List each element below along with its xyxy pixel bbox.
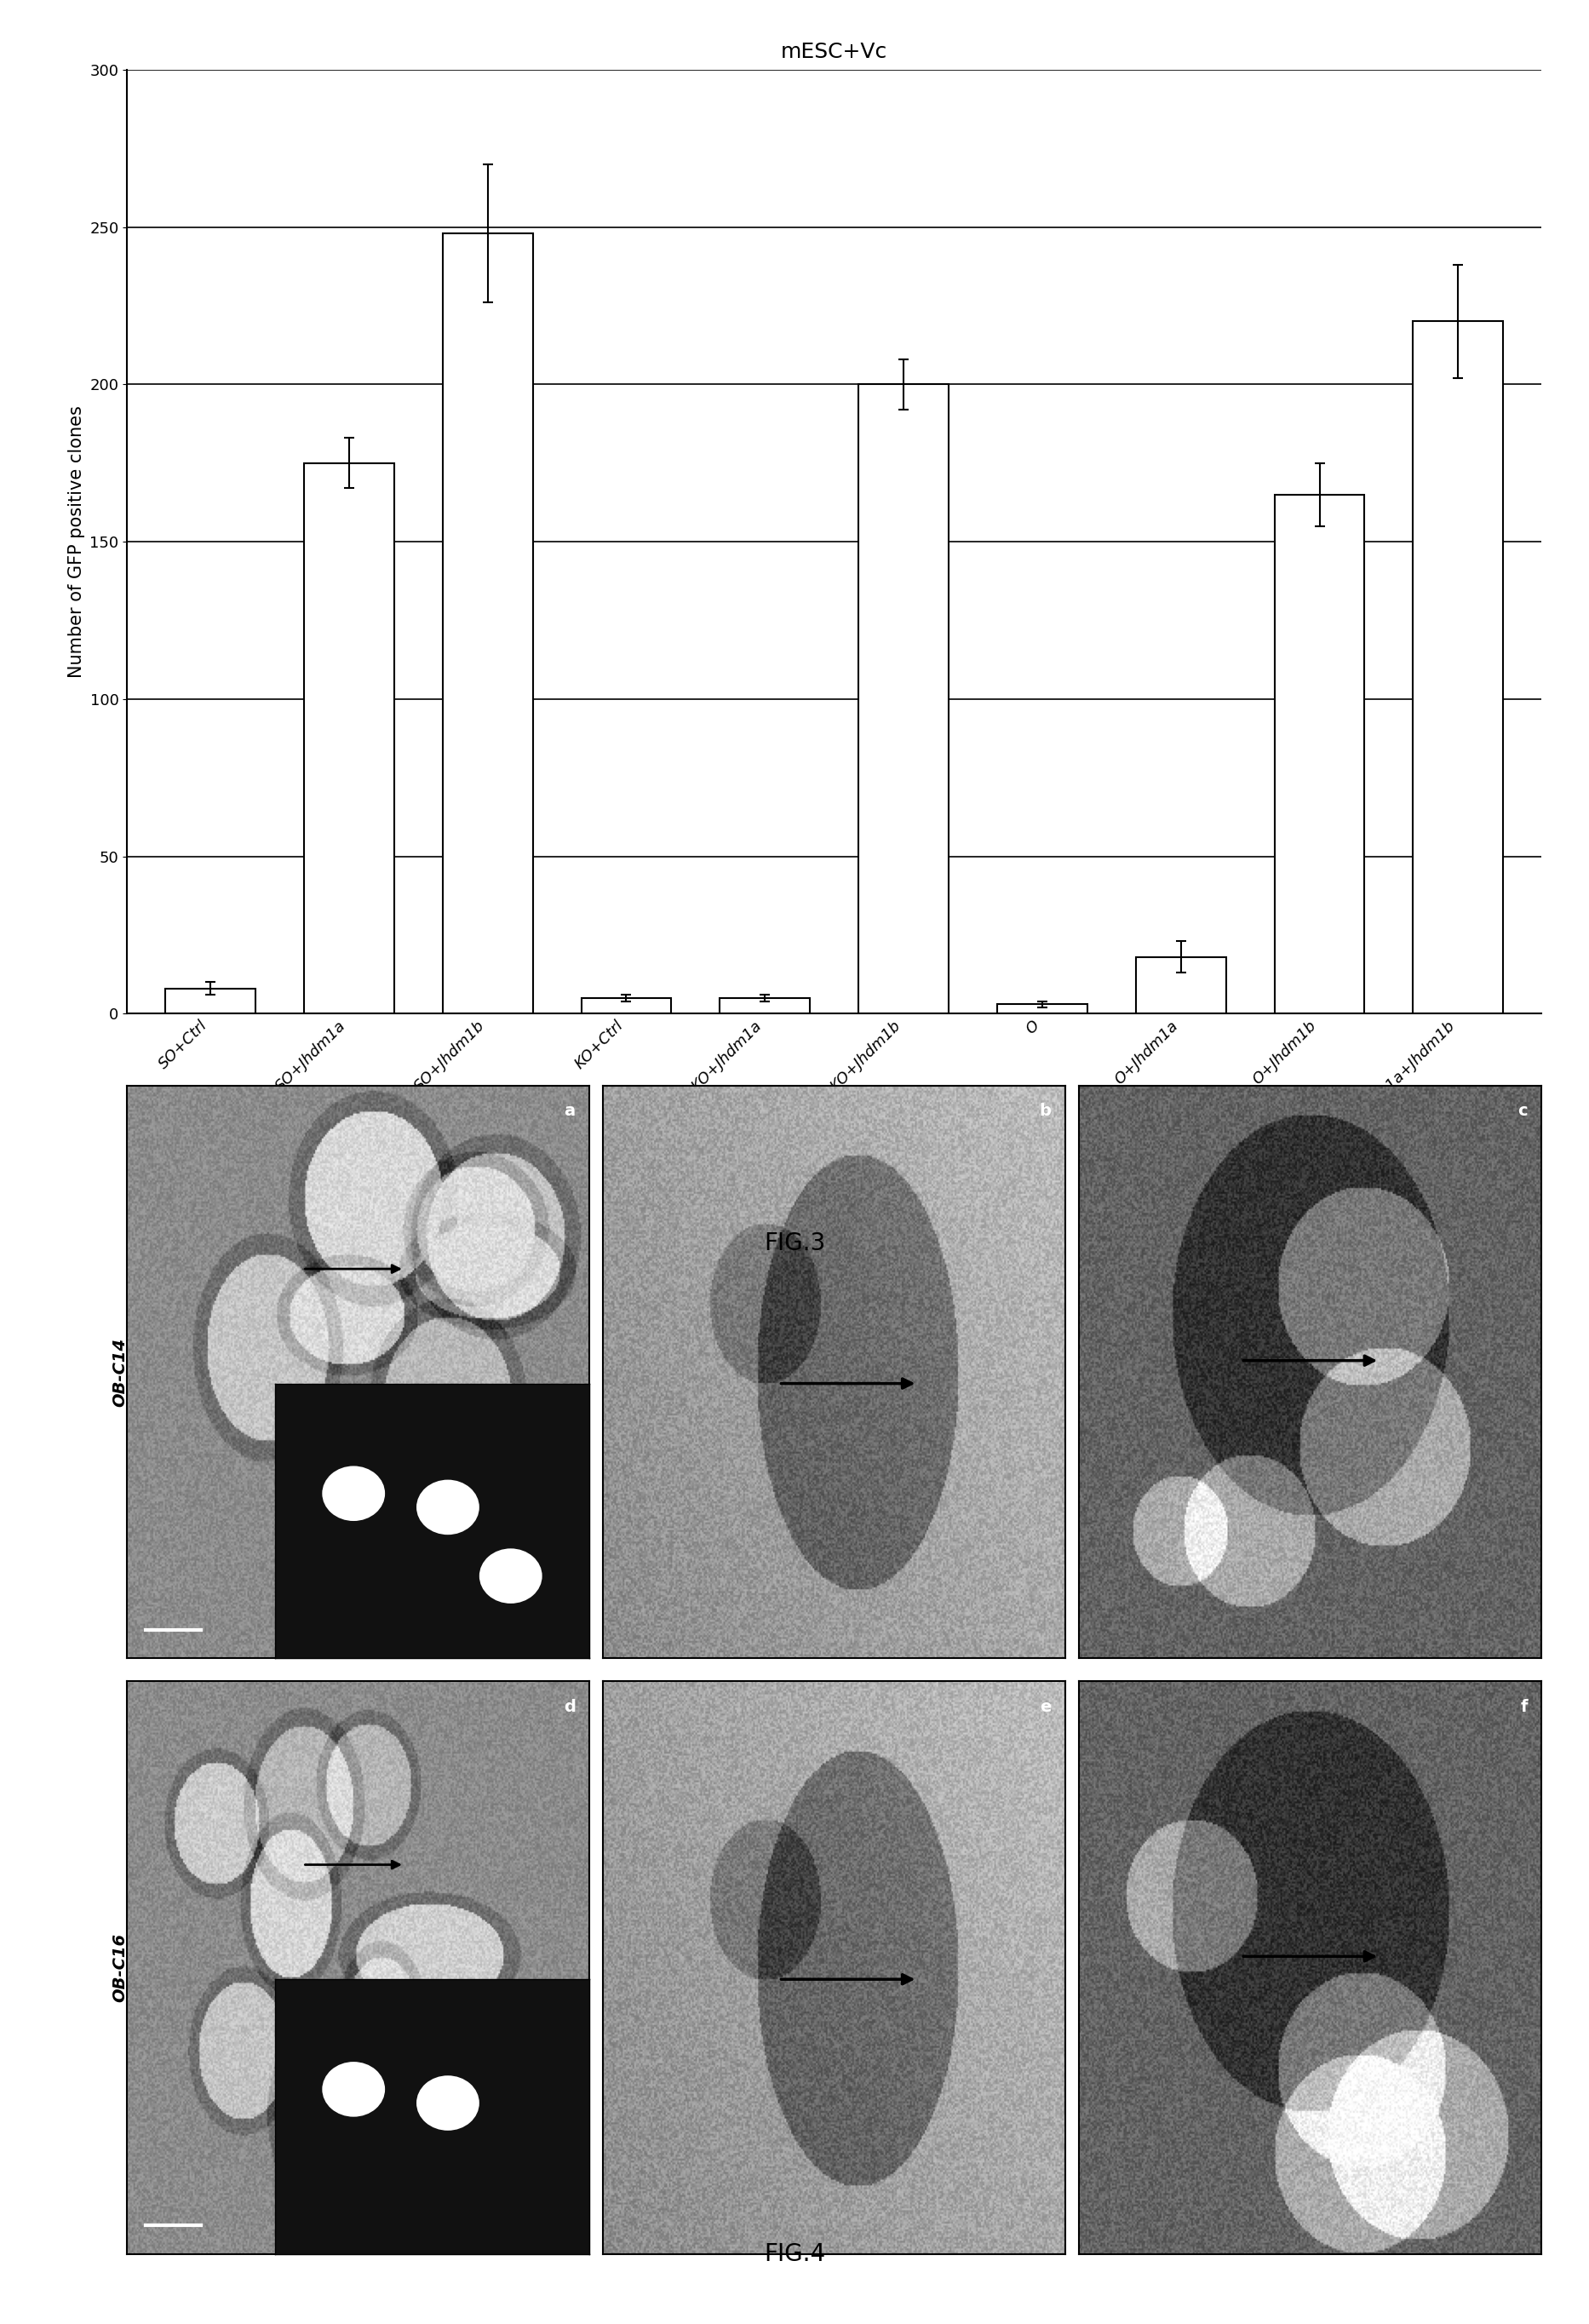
- Bar: [303, 462, 394, 1013]
- Text: b: b: [1039, 1104, 1052, 1118]
- Text: FIG.4: FIG.4: [764, 2243, 825, 2266]
- Text: e: e: [1041, 1699, 1052, 1715]
- Bar: [720, 997, 810, 1013]
- Title: mESC+Vc: mESC+Vc: [780, 42, 888, 63]
- Text: c: c: [1517, 1104, 1527, 1118]
- Text: FIG.3: FIG.3: [764, 1232, 825, 1255]
- Bar: [1274, 495, 1365, 1013]
- Y-axis label: OB-C16: OB-C16: [111, 1934, 129, 2003]
- Bar: [443, 232, 532, 1013]
- Bar: [1413, 321, 1503, 1013]
- Bar: [582, 997, 671, 1013]
- Text: d: d: [564, 1699, 575, 1715]
- Bar: [1136, 957, 1225, 1013]
- Y-axis label: OB-C14: OB-C14: [111, 1339, 129, 1406]
- Text: a: a: [564, 1104, 575, 1118]
- Bar: [998, 1004, 1087, 1013]
- Y-axis label: Number of GFP positive clones: Number of GFP positive clones: [68, 404, 84, 679]
- Bar: [165, 988, 256, 1013]
- Text: f: f: [1521, 1699, 1527, 1715]
- Bar: [858, 383, 949, 1013]
